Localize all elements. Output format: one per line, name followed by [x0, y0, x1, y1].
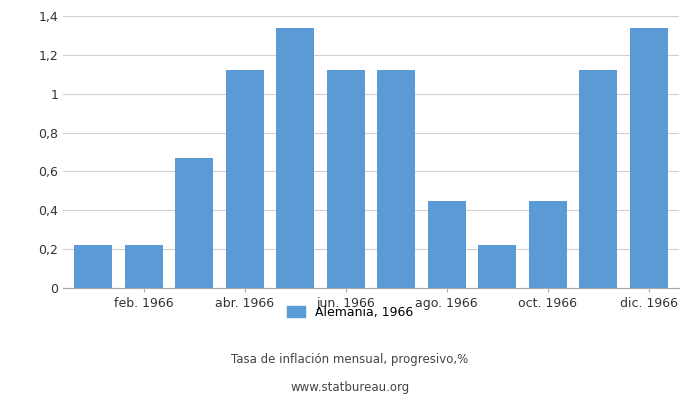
- Bar: [226, 70, 264, 288]
- Bar: [630, 28, 668, 288]
- Text: Tasa de inflación mensual, progresivo,%: Tasa de inflación mensual, progresivo,%: [232, 354, 468, 366]
- Bar: [580, 70, 617, 288]
- Bar: [428, 200, 466, 288]
- Bar: [175, 158, 214, 288]
- Bar: [125, 245, 162, 288]
- Bar: [377, 70, 415, 288]
- Bar: [528, 200, 567, 288]
- Legend: Alemania, 1966: Alemania, 1966: [281, 301, 419, 324]
- Bar: [327, 70, 365, 288]
- Bar: [478, 245, 516, 288]
- Text: www.statbureau.org: www.statbureau.org: [290, 382, 410, 394]
- Bar: [74, 245, 112, 288]
- Bar: [276, 28, 314, 288]
